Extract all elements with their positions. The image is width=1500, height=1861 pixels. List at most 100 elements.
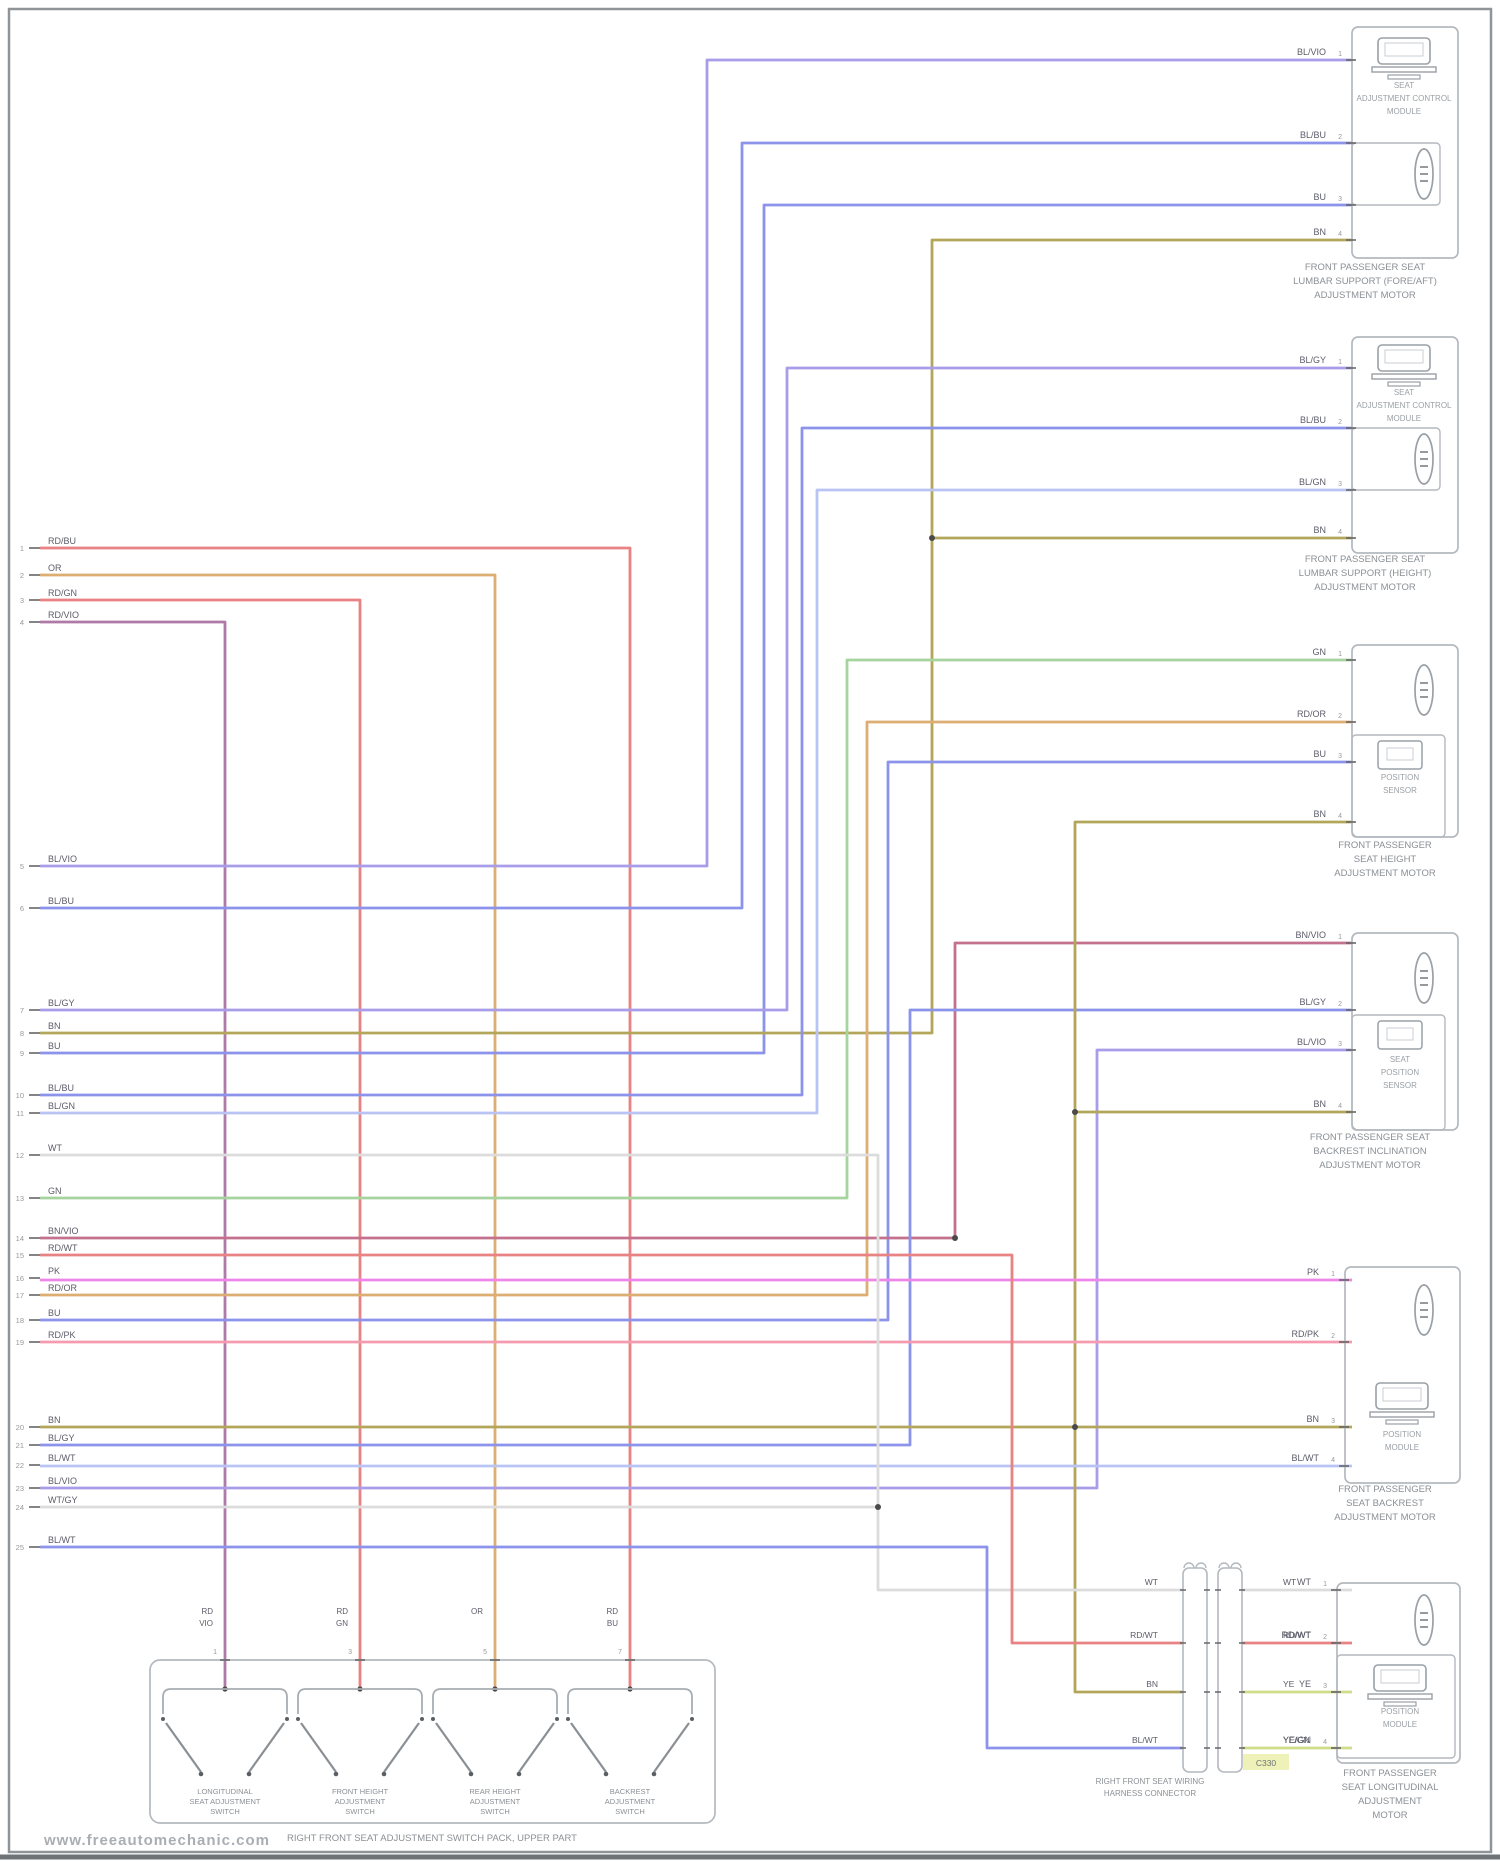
rear-height-adjustment-switch-contact-dot bbox=[431, 1717, 435, 1721]
inline-connector-strip-2 bbox=[1217, 1567, 1243, 1773]
lumbar-height-adjustment-motor-pin-label: BL/GY bbox=[1299, 355, 1326, 365]
lumbar-height-adjustment-motor-pin-number: 2 bbox=[1338, 419, 1342, 426]
lumbar-fore-aft-adjustment-motor-pin-label: BL/VIO bbox=[1297, 47, 1326, 57]
left-pin-number: 15 bbox=[16, 1251, 24, 1260]
backrest-adjustment-switch-pin-number: 7 bbox=[618, 1649, 622, 1656]
seat-height-adjustment-motor-module-label: POSITION bbox=[1381, 773, 1419, 782]
ladder-right-label: YE/GN bbox=[1283, 1735, 1309, 1745]
longitudinal-adjustment-switch-label: LONGITUDINAL bbox=[197, 1787, 252, 1796]
connector-id-text: C330 bbox=[1256, 1758, 1277, 1768]
front-height-adjustment-switch-pin-number: 3 bbox=[348, 1649, 352, 1656]
left-pin-number: 21 bbox=[16, 1441, 24, 1450]
left-pin-label: BL/GY bbox=[48, 998, 75, 1008]
ladder-left-label: BL/WT bbox=[1132, 1735, 1158, 1745]
left-pin-label: OR bbox=[48, 563, 62, 573]
left-pin-label: BU bbox=[48, 1308, 61, 1318]
front-height-adjustment-switch-wire-label: RD bbox=[336, 1607, 348, 1616]
wire-box3-p3 bbox=[40, 760, 1352, 1322]
backrest-inclination-adjustment-motor-pin-label: BL/GY bbox=[1299, 997, 1326, 1007]
left-pin-number: 7 bbox=[20, 1006, 24, 1015]
wire-box1-p1 bbox=[40, 58, 1352, 868]
inline-connector-crown bbox=[1218, 1562, 1230, 1569]
lumbar-height-adjustment-motor-module-icon-screen bbox=[1384, 349, 1424, 364]
lumbar-fore-aft-adjustment-motor-module-icon-foot bbox=[1387, 74, 1421, 80]
front-height-adjustment-switch-wire-label: GN bbox=[336, 1619, 348, 1628]
left-pin-number: 24 bbox=[16, 1503, 24, 1512]
lumbar-height-adjustment-motor-module-icon-foot bbox=[1387, 381, 1421, 387]
lumbar-height-adjustment-motor-module-icon-base bbox=[1371, 373, 1437, 380]
left-pin-number: 22 bbox=[16, 1461, 24, 1470]
lumbar-height-adjustment-motor-pin-number: 3 bbox=[1338, 481, 1342, 488]
ladder-caption: RIGHT FRONT SEAT WIRING bbox=[1096, 1777, 1205, 1786]
backrest-inclination-adjustment-motor-pin-number: 3 bbox=[1338, 1041, 1342, 1048]
seat-height-adjustment-motor-pin-label: RD/OR bbox=[1297, 709, 1327, 719]
seat-longitudinal-adjustment-motor-pin-number: 1 bbox=[1323, 1581, 1327, 1588]
backrest-adjustment-switch-label: ADJUSTMENT bbox=[605, 1797, 656, 1806]
lumbar-height-adjustment-motor-caption: ADJUSTMENT MOTOR bbox=[1314, 582, 1416, 593]
lumbar-height-adjustment-motor-pin-label: BL/BU bbox=[1300, 415, 1326, 425]
rear-height-adjustment-switch-label: ADJUSTMENT bbox=[470, 1797, 521, 1806]
front-height-adjustment-switch-label: ADJUSTMENT bbox=[335, 1797, 386, 1806]
seat-backrest-adjustment-motor-pin-number: 4 bbox=[1331, 1457, 1335, 1464]
seat-backrest-adjustment-motor-module-icon-foot bbox=[1385, 1419, 1419, 1425]
left-pin-label: RD/PK bbox=[48, 1330, 76, 1340]
lumbar-height-adjustment-motor-pin-label: BL/GN bbox=[1299, 477, 1326, 487]
lumbar-fore-aft-adjustment-motor-module-label: MODULE bbox=[1387, 107, 1421, 116]
left-pin-label: BL/WT bbox=[48, 1535, 76, 1545]
longitudinal-adjustment-switch-wire-label: VIO bbox=[199, 1619, 213, 1628]
left-pin-label: WT/GY bbox=[48, 1495, 78, 1505]
left-pin-number: 3 bbox=[20, 596, 24, 605]
seat-backrest-adjustment-motor-pin-label: BN bbox=[1306, 1414, 1319, 1424]
lumbar-height-adjustment-motor-module-label: MODULE bbox=[1387, 414, 1421, 423]
ladder-left-label: RD/WT bbox=[1130, 1630, 1158, 1640]
left-pin-label: BL/VIO bbox=[48, 854, 77, 864]
seat-height-adjustment-motor-pin-label: GN bbox=[1313, 647, 1327, 657]
switch-pack-caption: RIGHT FRONT SEAT ADJUSTMENT SWITCH PACK,… bbox=[287, 1833, 577, 1844]
backrest-adjustment-switch-contact-dot bbox=[690, 1717, 694, 1721]
seat-height-adjustment-motor-pin-number: 1 bbox=[1338, 651, 1342, 658]
junction-dot-1 bbox=[929, 535, 935, 541]
seat-longitudinal-adjustment-motor-module-icon-foot bbox=[1383, 1701, 1417, 1707]
backrest-inclination-adjustment-motor-sensor-icon-inner bbox=[1386, 1027, 1414, 1041]
wire-box2-p2 bbox=[40, 426, 1352, 1097]
backrest-inclination-adjustment-motor-caption: FRONT PASSENGER SEAT bbox=[1310, 1132, 1431, 1143]
seat-longitudinal-adjustment-motor-caption: SEAT LONGITUDINAL bbox=[1342, 1782, 1439, 1793]
lumbar-height-adjustment-motor-pin-number: 1 bbox=[1338, 359, 1342, 366]
left-pin-label: RD/GN bbox=[48, 588, 77, 598]
inline-connector-crown bbox=[1195, 1562, 1207, 1569]
left-pin-number: 12 bbox=[16, 1151, 24, 1160]
seat-backrest-adjustment-motor-pin-number: 3 bbox=[1331, 1418, 1335, 1425]
backrest-inclination-adjustment-motor-pin-label: BN/VIO bbox=[1295, 930, 1326, 940]
longitudinal-adjustment-switch-label: SWITCH bbox=[210, 1807, 240, 1816]
rear-height-adjustment-switch-pin-number: 5 bbox=[483, 1649, 487, 1656]
lumbar-height-adjustment-motor-module-label: SEAT bbox=[1394, 388, 1414, 397]
backrest-inclination-adjustment-motor-pin-number: 1 bbox=[1338, 934, 1342, 941]
seat-backrest-adjustment-motor-module-icon-screen bbox=[1382, 1387, 1422, 1402]
seat-longitudinal-adjustment-motor-pin-number: 2 bbox=[1323, 1634, 1327, 1641]
left-pin-number: 1 bbox=[20, 544, 24, 553]
longitudinal-adjustment-switch-pin-number: 1 bbox=[213, 1649, 217, 1656]
left-pin-number: 4 bbox=[20, 618, 24, 627]
wire-box1-p2 bbox=[40, 141, 1352, 910]
seat-backrest-adjustment-motor-caption: ADJUSTMENT MOTOR bbox=[1334, 1512, 1436, 1523]
rear-height-adjustment-switch-label: REAR HEIGHT bbox=[469, 1787, 521, 1796]
backrest-inclination-adjustment-motor-module-label: POSITION bbox=[1381, 1068, 1419, 1077]
seat-longitudinal-adjustment-motor-caption: MOTOR bbox=[1372, 1810, 1407, 1821]
lumbar-height-adjustment-motor-pin-label: BN bbox=[1313, 525, 1326, 535]
left-pin-label: RD/WT bbox=[48, 1243, 78, 1253]
left-pin-label: BL/GN bbox=[48, 1101, 75, 1111]
seat-backrest-adjustment-motor-module-icon-base bbox=[1369, 1411, 1435, 1418]
switch-pack-box bbox=[149, 1659, 716, 1824]
seat-longitudinal-adjustment-motor-module-label: MODULE bbox=[1383, 1720, 1417, 1729]
seat-longitudinal-adjustment-motor-module-label: POSITION bbox=[1381, 1707, 1419, 1716]
switch-drop-2 bbox=[40, 598, 362, 1688]
left-pin-number: 14 bbox=[16, 1234, 24, 1243]
lumbar-fore-aft-adjustment-motor-module-label: ADJUSTMENT CONTROL bbox=[1357, 94, 1453, 103]
seat-height-adjustment-motor-sensor-icon-inner bbox=[1386, 747, 1414, 761]
front-height-adjustment-switch-arm-dot bbox=[381, 1771, 387, 1777]
backrest-adjustment-switch-label: SWITCH bbox=[615, 1807, 645, 1816]
rear-height-adjustment-switch-arm-dot bbox=[516, 1771, 522, 1777]
seat-longitudinal-adjustment-motor-caption: FRONT PASSENGER bbox=[1343, 1768, 1437, 1779]
left-pin-label: PK bbox=[48, 1266, 60, 1276]
longitudinal-adjustment-switch-bracket bbox=[162, 1688, 288, 1714]
